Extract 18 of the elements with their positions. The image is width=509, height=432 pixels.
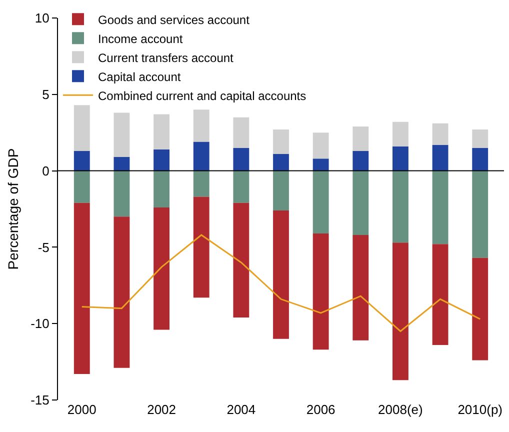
x-tick-label: 2008(e) (378, 402, 423, 417)
y-tick-label: -10 (30, 316, 50, 332)
x-tick-label: 2010(p) (458, 402, 503, 417)
legend-label: Current transfers account (98, 50, 234, 65)
x-tick-label: 2006 (306, 402, 336, 417)
y-axis-title: Percentage of GDP (5, 148, 22, 270)
legend-label: Goods and services account (98, 12, 250, 27)
legend-label: Combined current and capital accounts (98, 88, 306, 103)
y-tick-label: 5 (42, 86, 50, 102)
y-tick-label: -15 (30, 392, 50, 408)
y-tick-label: 10 (34, 10, 50, 26)
x-tick-label: 2000 (67, 402, 96, 417)
legend-label: Income account (98, 32, 184, 46)
x-tick-label: 2004 (226, 402, 256, 417)
legend-label: Capital account (98, 70, 182, 84)
y-tick-label: 0 (42, 163, 50, 178)
x-tick-label: 2002 (147, 402, 176, 417)
y-tick-label: -5 (38, 240, 50, 255)
